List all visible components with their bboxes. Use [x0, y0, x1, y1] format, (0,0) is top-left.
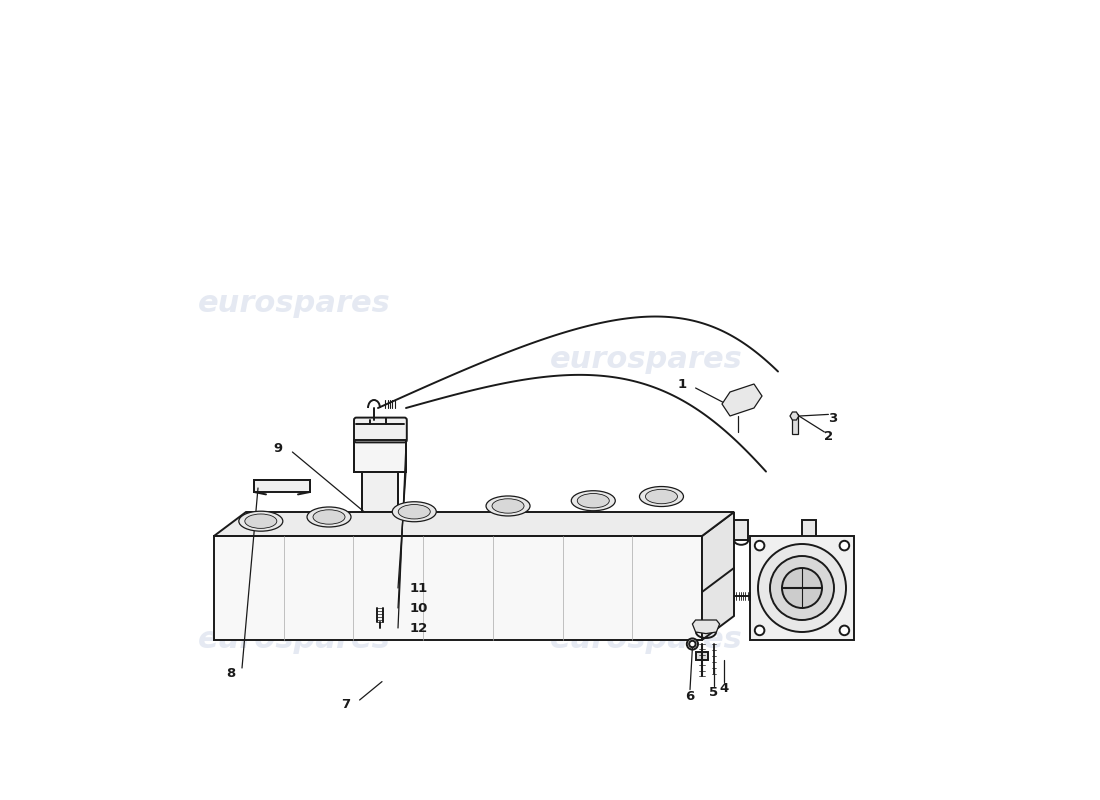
Polygon shape	[790, 412, 799, 420]
Ellipse shape	[646, 490, 678, 504]
Text: eurospares: eurospares	[198, 626, 390, 654]
Text: eurospares: eurospares	[550, 626, 742, 654]
Circle shape	[770, 556, 834, 620]
Text: 7: 7	[341, 698, 351, 710]
Ellipse shape	[398, 505, 430, 519]
Text: 4: 4	[719, 682, 729, 694]
Ellipse shape	[578, 494, 609, 508]
Circle shape	[371, 550, 389, 570]
Ellipse shape	[571, 490, 615, 510]
Bar	[254, 480, 310, 492]
Text: 12: 12	[410, 622, 428, 634]
Text: eurospares: eurospares	[550, 346, 742, 374]
Bar	[750, 536, 854, 640]
Text: 9: 9	[274, 442, 283, 454]
Circle shape	[755, 626, 764, 635]
Bar	[370, 532, 390, 560]
Ellipse shape	[314, 510, 345, 524]
Text: 5: 5	[710, 686, 718, 698]
Ellipse shape	[492, 498, 524, 513]
Text: eurospares: eurospares	[198, 290, 390, 318]
Bar	[802, 520, 816, 540]
Text: 10: 10	[410, 602, 428, 614]
Circle shape	[686, 638, 698, 650]
Bar	[696, 652, 707, 660]
Polygon shape	[214, 512, 734, 536]
Ellipse shape	[639, 486, 683, 506]
Bar	[792, 414, 798, 434]
Circle shape	[758, 544, 846, 632]
Text: 8: 8	[227, 667, 235, 680]
Bar	[376, 568, 384, 608]
Bar	[734, 520, 748, 540]
Text: 2: 2	[824, 430, 833, 442]
Text: 1: 1	[678, 378, 686, 390]
Ellipse shape	[486, 496, 530, 516]
Polygon shape	[722, 384, 762, 416]
Circle shape	[839, 541, 849, 550]
Polygon shape	[702, 512, 734, 640]
Circle shape	[690, 641, 695, 647]
Ellipse shape	[307, 507, 351, 527]
Circle shape	[374, 554, 386, 566]
Text: 3: 3	[828, 412, 837, 425]
Ellipse shape	[245, 514, 277, 528]
Bar	[214, 536, 702, 640]
Bar	[354, 440, 406, 472]
Circle shape	[782, 568, 822, 608]
Circle shape	[839, 626, 849, 635]
Text: 6: 6	[685, 690, 694, 702]
Ellipse shape	[393, 502, 437, 522]
FancyBboxPatch shape	[354, 418, 407, 442]
Bar	[366, 512, 394, 536]
Polygon shape	[692, 620, 719, 634]
Text: 11: 11	[410, 582, 428, 594]
Polygon shape	[373, 582, 387, 594]
Circle shape	[755, 541, 764, 550]
Ellipse shape	[239, 511, 283, 531]
Bar	[362, 472, 398, 512]
